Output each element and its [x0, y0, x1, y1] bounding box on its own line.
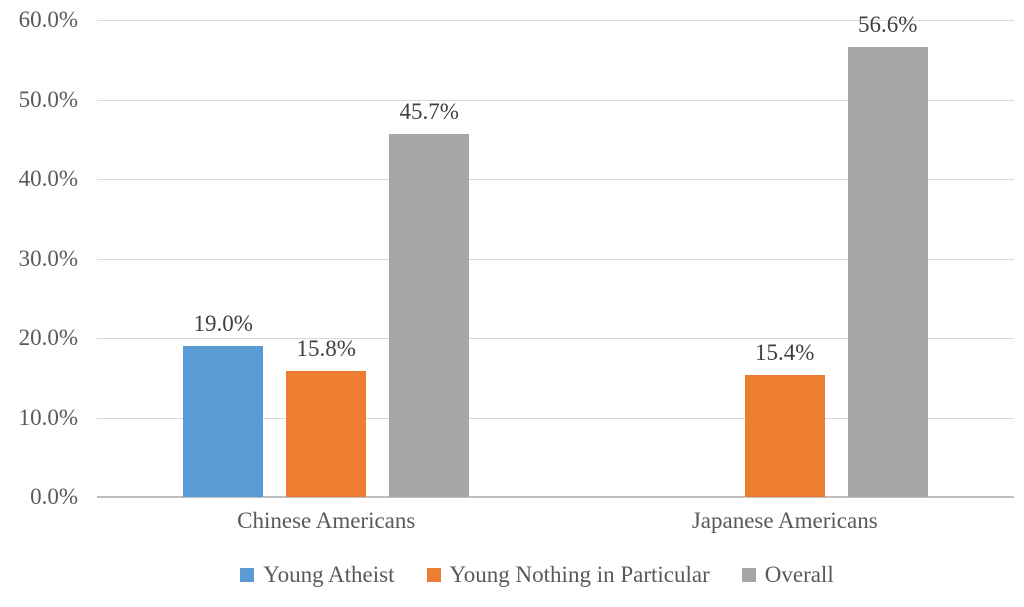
bar-value-label: 15.4%: [755, 339, 815, 365]
y-tick-label: 60.0%: [18, 7, 78, 32]
bar-value-label: 45.7%: [399, 98, 459, 124]
legend-item-overall: Overall: [741, 560, 834, 590]
gridline: [97, 99, 1014, 101]
legend-swatch-icon: [741, 568, 756, 582]
bar-young-atheist-chinese-americans: [183, 345, 264, 497]
bar-overall-japanese-americans: [847, 47, 928, 497]
y-tick-label: 50.0%: [18, 86, 78, 112]
y-tick-label: 10.0%: [18, 404, 78, 430]
bar-value-label: 56.6%: [858, 12, 918, 38]
plot-area: 19.0% 15.8% 15.4% 45.7% 56.6%: [97, 12, 1014, 498]
legend: Young Atheist Young Nothing in Particular…: [50, 560, 1024, 590]
gridline: [97, 179, 1014, 180]
bar-value-label: 15.8%: [296, 336, 356, 362]
gridline: [97, 417, 1014, 419]
bar-young-nothing-in-particular-japanese-americans: [744, 374, 825, 497]
legend-swatch-icon: [426, 568, 441, 582]
legend-label: Young Atheist: [263, 562, 395, 587]
legend-swatch-icon: [240, 568, 255, 582]
legend-label: Overall: [764, 562, 834, 587]
bar-young-nothing-in-particular-chinese-americans: [286, 371, 367, 497]
bar-overall-chinese-americans: [389, 133, 470, 497]
bar-value-label: 19.0%: [193, 310, 253, 336]
legend-label: Young Nothing in Particular: [449, 562, 710, 587]
legend-item-young-atheist: Young Atheist: [240, 560, 395, 590]
legend-item-young-nothing-in-particular: Young Nothing in Particular: [426, 560, 710, 590]
gridline: [97, 20, 1014, 21]
y-tick-label: 40.0%: [18, 166, 78, 191]
x-category-label-japanese-americans: Japanese Americans: [691, 508, 878, 533]
gridline: [97, 338, 1014, 339]
x-category-label-chinese-americans: Chinese Americans: [237, 508, 416, 533]
gridline: [97, 258, 1014, 260]
x-axis-line: [97, 496, 1014, 498]
y-tick-label: 30.0%: [18, 245, 78, 271]
y-tick-label: 20.0%: [18, 325, 78, 350]
y-tick-label: 0.0%: [30, 484, 78, 509]
